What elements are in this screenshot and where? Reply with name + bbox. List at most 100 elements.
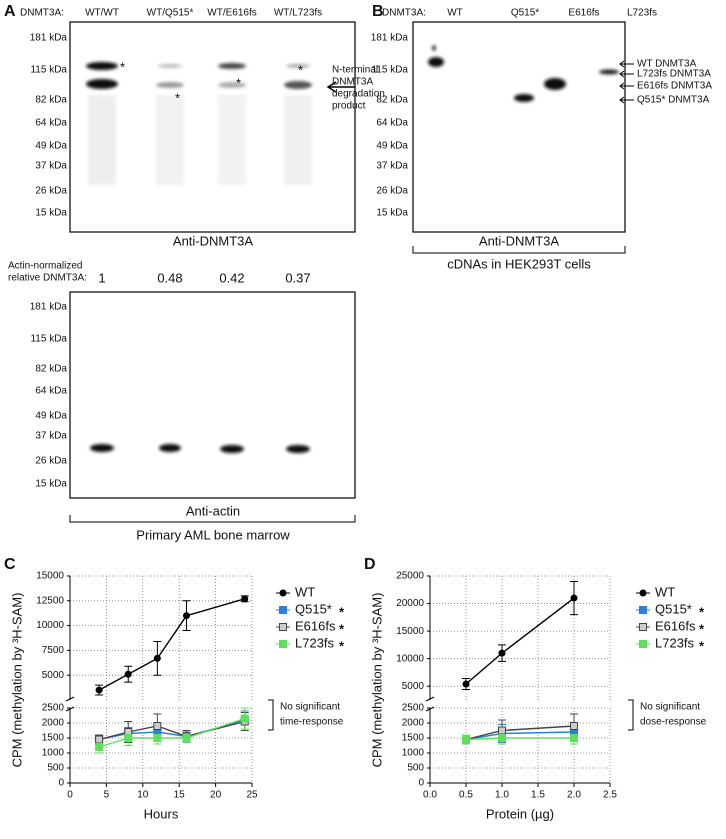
marker-label: 115 kDa — [30, 334, 67, 345]
blot-bands — [86, 62, 312, 185]
data-line — [98, 717, 245, 748]
bracket — [268, 699, 274, 731]
y-tick-label: 15000 — [36, 571, 64, 582]
panel-label: C — [4, 556, 16, 573]
data-point — [95, 735, 104, 744]
data-point — [124, 670, 132, 678]
x-tick-label: 25 — [246, 790, 258, 801]
legend-label: Q515* — [295, 601, 332, 616]
y-tick-label: 12500 — [36, 595, 64, 606]
y-tick-label: 2000 — [42, 718, 65, 729]
annotation: dose-response — [640, 717, 707, 728]
x-axis-title: Hours — [144, 806, 179, 821]
x-tick-label: 0 — [67, 790, 73, 801]
x-tick-label: 5 — [104, 790, 110, 801]
data-point — [153, 722, 162, 730]
marker-label: 49 kDa — [376, 141, 408, 152]
x-tick-label: 0.5 — [459, 790, 473, 801]
legend-star: * — [339, 638, 345, 653]
annotation: No significant — [640, 702, 700, 713]
y-tick-label: 500 — [407, 763, 424, 774]
marker-label: 26 kDa — [376, 186, 408, 197]
legend-star: * — [699, 638, 705, 653]
x-tick-label: 1.5 — [531, 790, 545, 801]
lane-label: L723fs — [627, 8, 657, 19]
data-point — [182, 734, 191, 742]
data-point — [570, 734, 578, 742]
legend-label: WT — [295, 584, 315, 599]
blot-bands — [428, 45, 619, 102]
data-point — [95, 686, 103, 694]
y-tick-label: 1000 — [42, 748, 65, 759]
x-axis-title: Protein (µg) — [486, 806, 554, 821]
marker-label: 26 kDa — [35, 456, 67, 467]
blot-caption: Anti-DNMT3A — [173, 233, 254, 248]
y-tick-label: 1000 — [402, 748, 425, 759]
axis-break — [425, 696, 435, 712]
marker-label: 64 kDa — [376, 118, 408, 129]
marker-label: 181 kDa — [30, 33, 68, 44]
marker-label: 15 kDa — [376, 208, 408, 219]
data-point — [462, 735, 470, 744]
axis — [429, 576, 610, 784]
blot-caption: Anti-DNMT3A — [479, 233, 560, 248]
annotation: DNMT3A — [332, 77, 373, 88]
y-tick-label: 1500 — [42, 733, 65, 744]
y-tick-label: 500 — [47, 763, 64, 774]
blot-frame — [69, 291, 356, 499]
lane-label: WT — [447, 8, 463, 19]
y-tick-label: 10000 — [36, 620, 64, 631]
panel-label: D — [364, 556, 376, 573]
blot-frame — [412, 21, 626, 233]
data-point — [570, 722, 578, 730]
data-point — [498, 649, 506, 657]
blot-bands — [90, 444, 310, 453]
lane-header: DNMT3A: — [20, 8, 64, 19]
marker-label: 37 kDa — [376, 161, 408, 172]
y-tick-label: 20000 — [396, 598, 424, 609]
axis-break — [65, 696, 75, 712]
marker-label: 37 kDa — [35, 161, 67, 172]
data-point — [241, 595, 249, 603]
asterisk: * — [236, 75, 241, 90]
annotation: degradation — [332, 89, 385, 100]
annotation: N-terminal — [332, 65, 378, 76]
x-tick-label: 2.0 — [567, 790, 581, 801]
lane-label: WT/L723fs — [274, 8, 322, 19]
lane-label: WT/Q515* — [147, 8, 194, 19]
band-label: E616fs DNMT3A — [637, 81, 712, 92]
marker-label: 49 kDa — [35, 411, 67, 422]
legend-marker — [279, 623, 287, 631]
marker-label: 82 kDa — [376, 95, 408, 106]
band-label: WT DNMT3A — [637, 59, 697, 70]
legend-marker — [639, 623, 647, 631]
bracket — [628, 699, 634, 731]
lane-label: WT/E616fs — [207, 8, 256, 19]
data-point — [124, 734, 133, 742]
panel-label: A — [4, 3, 16, 20]
data-point — [498, 734, 506, 742]
asterisk: * — [120, 59, 125, 74]
lane-header: DNMT3A: — [382, 8, 426, 19]
marker-label: 82 kDa — [35, 364, 67, 375]
y-tick-label: 0 — [418, 778, 424, 789]
legend-star: * — [699, 621, 705, 636]
marker-label: 49 kDa — [35, 141, 67, 152]
y-tick-label: 5000 — [42, 670, 65, 681]
annotation: product — [332, 101, 366, 112]
data-line — [98, 720, 245, 741]
legend-label: Q515* — [655, 601, 692, 616]
data-point — [240, 714, 249, 723]
legend-label: E616fs — [295, 618, 336, 633]
marker-label: 115 kDa — [371, 65, 408, 76]
data-point — [462, 680, 470, 688]
blot-caption: Anti-actin — [186, 503, 240, 518]
marker-label: 26 kDa — [35, 186, 67, 197]
marker-label: 15 kDa — [35, 479, 67, 490]
legend-marker — [639, 640, 647, 648]
data-point — [153, 734, 162, 742]
marker-label: 64 kDa — [35, 386, 67, 397]
asterisk: * — [175, 90, 180, 105]
y-tick-label: 2500 — [402, 703, 425, 714]
